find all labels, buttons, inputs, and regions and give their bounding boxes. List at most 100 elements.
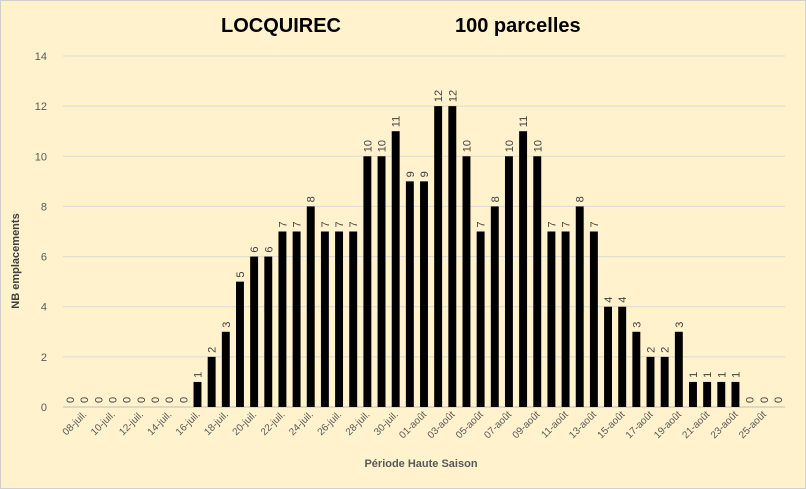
bar — [193, 381, 202, 407]
bar — [646, 356, 655, 407]
data-label: 7 — [277, 221, 289, 227]
y-tick-label: 2 — [41, 352, 47, 364]
x-tick-label: 18-juil. — [202, 409, 231, 438]
data-label: 10 — [377, 140, 389, 152]
data-label: 8 — [306, 196, 318, 202]
data-label: 1 — [688, 372, 700, 378]
data-label: 1 — [702, 372, 714, 378]
data-label: 3 — [221, 322, 233, 328]
bar — [377, 156, 386, 407]
bar — [717, 381, 726, 407]
bar — [207, 356, 216, 407]
data-label: 1 — [716, 372, 728, 378]
bar — [462, 156, 471, 407]
bar — [391, 131, 400, 407]
data-label: 7 — [561, 221, 573, 227]
data-label: 0 — [93, 397, 105, 403]
data-label: 0 — [136, 397, 148, 403]
data-label: 0 — [759, 397, 771, 403]
bar — [674, 331, 683, 407]
data-label: 1 — [730, 372, 742, 378]
data-label: 11 — [518, 116, 530, 127]
y-tick-label: 6 — [41, 252, 47, 264]
chart-title: LOCQUIREC — [221, 15, 341, 37]
x-tick-label: 11-août — [539, 409, 570, 440]
bar — [561, 231, 570, 407]
data-label: 0 — [65, 397, 77, 403]
x-tick-label: 01-août — [397, 409, 429, 441]
data-label: 0 — [164, 397, 176, 403]
data-label: 10 — [504, 140, 516, 152]
x-tick-label: 21-août — [680, 409, 712, 441]
x-tick-label: 28-juil. — [344, 409, 373, 438]
bar — [278, 231, 287, 407]
bar — [604, 306, 613, 407]
chart-subtitle: 100 parcelles — [455, 15, 581, 37]
data-label: 3 — [631, 322, 643, 328]
data-label: 0 — [150, 397, 162, 403]
y-tick-label: 0 — [41, 402, 47, 414]
y-tick-label: 8 — [41, 201, 47, 213]
data-label: 9 — [405, 171, 417, 177]
bar — [703, 381, 712, 407]
data-label: 6 — [249, 246, 261, 252]
bar — [221, 331, 230, 407]
bar — [618, 306, 627, 407]
x-tick-label: 23-août — [709, 409, 741, 441]
data-label: 12 — [433, 90, 445, 102]
bar — [689, 381, 697, 407]
y-tick-label: 14 — [35, 51, 47, 63]
data-label: 12 — [447, 90, 459, 102]
data-label: 5 — [235, 272, 247, 278]
x-tick-label: 26-juil. — [316, 409, 345, 438]
bar — [335, 231, 344, 407]
data-label: 2 — [207, 347, 219, 353]
data-label: 2 — [646, 347, 658, 353]
bar — [575, 206, 584, 407]
y-tick-label: 10 — [35, 151, 47, 163]
data-label: 3 — [674, 322, 686, 328]
x-tick-label: 14-juil. — [146, 409, 175, 438]
x-tick-label: 10-juil. — [89, 409, 118, 438]
data-label: 0 — [773, 397, 785, 403]
data-label: 4 — [617, 297, 629, 303]
data-label: 7 — [476, 221, 488, 227]
bar — [420, 181, 428, 407]
bar — [533, 156, 542, 407]
data-label: 0 — [108, 397, 120, 403]
bar — [490, 206, 499, 407]
bar — [476, 231, 485, 407]
bar — [660, 356, 669, 407]
data-label: 4 — [603, 297, 615, 303]
y-axis-label: NB emplacements — [10, 213, 22, 309]
bar — [547, 231, 556, 407]
data-label: 10 — [461, 140, 473, 152]
data-label: 9 — [419, 171, 431, 177]
data-label: 8 — [490, 196, 502, 202]
x-tick-label: 20-juil. — [231, 409, 260, 438]
bar — [250, 256, 259, 407]
data-label: 0 — [79, 397, 91, 403]
x-tick-label: 15-août — [596, 409, 628, 441]
x-tick-label: 13-août — [567, 409, 599, 441]
x-tick-label: 07-août — [482, 409, 514, 441]
y-tick-label: 12 — [35, 101, 47, 113]
bar — [264, 256, 273, 407]
x-axis-label: Période Haute Saison — [364, 458, 478, 470]
data-label: 7 — [546, 221, 558, 227]
bar — [448, 106, 457, 408]
x-tick-label: 17-août — [624, 409, 656, 441]
data-label: 0 — [122, 397, 134, 403]
x-tick-label: 05-août — [454, 409, 486, 441]
y-tick-label: 4 — [41, 302, 47, 314]
bar — [405, 181, 414, 407]
data-label: 2 — [660, 347, 672, 353]
data-label: 7 — [334, 221, 346, 227]
data-label: 0 — [745, 397, 757, 403]
data-label: 10 — [362, 140, 374, 152]
x-tick-label: 12-juil. — [117, 409, 146, 438]
data-label: 7 — [320, 221, 332, 227]
bar — [731, 381, 740, 407]
